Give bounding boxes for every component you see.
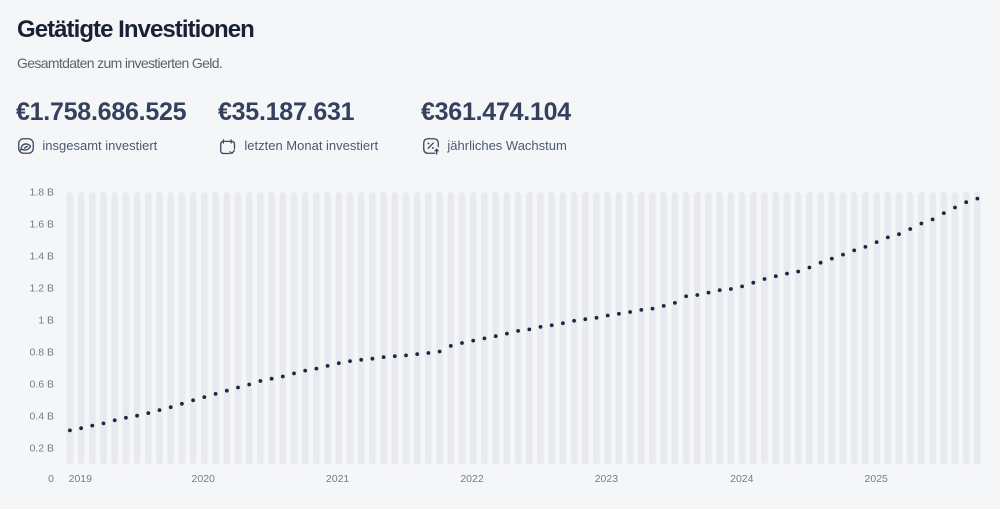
svg-text:2019: 2019 bbox=[69, 473, 93, 485]
svg-text:1.8 B: 1.8 B bbox=[29, 187, 54, 199]
svg-text:0.2 B: 0.2 B bbox=[29, 443, 54, 455]
svg-text:2021: 2021 bbox=[326, 473, 350, 485]
svg-text:0: 0 bbox=[48, 473, 54, 485]
svg-text:2025: 2025 bbox=[865, 473, 889, 485]
svg-text:1.6 B: 1.6 B bbox=[29, 219, 54, 231]
svg-text:1.4 B: 1.4 B bbox=[29, 251, 54, 263]
svg-text:1 B: 1 B bbox=[38, 315, 54, 327]
svg-text:0.8 B: 0.8 B bbox=[29, 347, 54, 359]
svg-text:1.2 B: 1.2 B bbox=[29, 283, 54, 295]
svg-text:0.4 B: 0.4 B bbox=[29, 411, 54, 423]
svg-text:2020: 2020 bbox=[192, 473, 216, 485]
svg-text:2024: 2024 bbox=[730, 473, 754, 485]
svg-text:2023: 2023 bbox=[595, 473, 619, 485]
svg-text:2022: 2022 bbox=[460, 473, 484, 485]
svg-text:0.6 B: 0.6 B bbox=[29, 379, 54, 391]
